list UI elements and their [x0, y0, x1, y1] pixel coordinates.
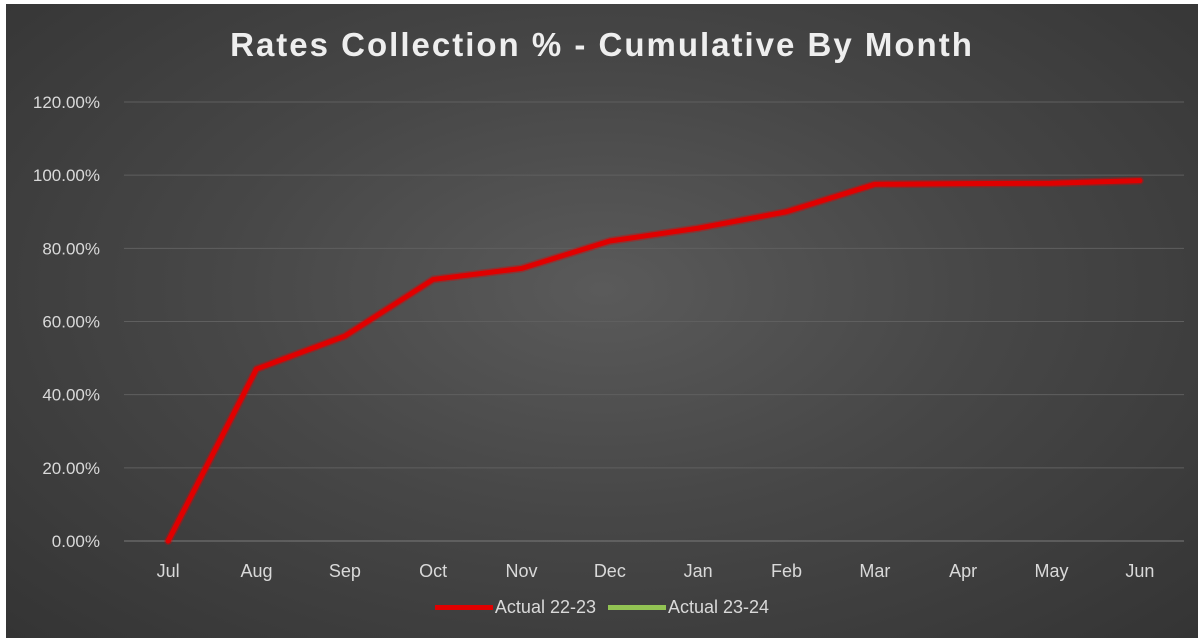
- plot-svg: 0.00% 20.00% 40.00% 60.00% 80.00% 100.00% 120.…: [33, 93, 1184, 581]
- legend-label-actual-23-24: Actual 23-24: [668, 597, 770, 617]
- x-tick-label: Jun: [1125, 561, 1154, 581]
- x-tick-label: Apr: [949, 561, 977, 581]
- x-tick-label: Nov: [505, 561, 537, 581]
- legend-swatch-actual-23-24: [608, 605, 666, 610]
- chart-title: Rates Collection % - Cumulative By Month: [230, 26, 974, 63]
- series-line-0: [165, 178, 1143, 544]
- y-tick-label: 40.00%: [42, 386, 100, 405]
- y-tick-label: 120.00%: [33, 93, 100, 112]
- x-tick-label: Feb: [771, 561, 802, 581]
- chart-area: Rates Collection % - Cumulative By Month…: [6, 4, 1198, 638]
- x-tick-label: Sep: [329, 561, 361, 581]
- x-tick-label: Aug: [240, 561, 272, 581]
- x-tick-label: Oct: [419, 561, 447, 581]
- legend-entry-actual-22-23: Actual 22-23: [434, 597, 596, 618]
- legend: Actual 22-23 Actual 23-24: [6, 597, 1198, 618]
- y-tick-label: 0.00%: [52, 532, 100, 551]
- x-tick-label: Dec: [594, 561, 626, 581]
- y-tick-label: 80.00%: [42, 239, 100, 258]
- legend-label-actual-22-23: Actual 22-23: [494, 597, 596, 617]
- y-tick-label: 20.00%: [42, 459, 100, 478]
- y-tick-label: 100.00%: [33, 166, 100, 185]
- x-tick-label: Mar: [859, 561, 890, 581]
- legend-entry-actual-23-24: Actual 23-24: [608, 597, 769, 618]
- x-tick-label: Jul: [157, 561, 180, 581]
- y-tick-label: 60.00%: [42, 313, 100, 332]
- legend-swatch-actual-22-23: [434, 605, 493, 610]
- x-tick-label: May: [1034, 561, 1068, 581]
- x-tick-label: Jan: [684, 561, 713, 581]
